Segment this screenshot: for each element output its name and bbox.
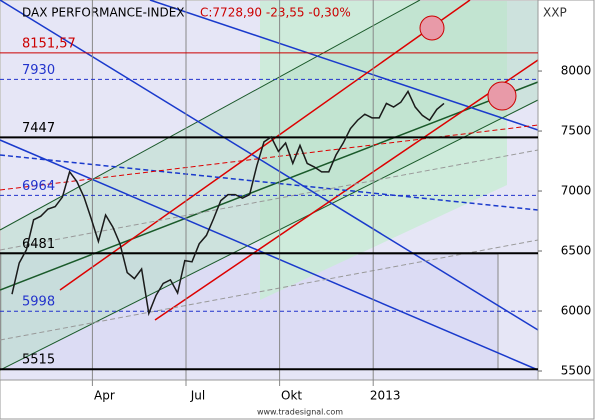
x-tick-label: 2013 — [370, 389, 401, 403]
level-label: 6964 — [22, 179, 55, 194]
level-label: 7447 — [22, 121, 55, 136]
level-label: 5998 — [22, 295, 55, 310]
y-tick-label: 8000 — [561, 64, 592, 78]
chart-title: DAX PERFORMANCE-INDEX — [22, 6, 185, 20]
quote: C:7728,90 -23,55 -0,30% — [200, 6, 351, 20]
x-tick-label: Apr — [94, 389, 115, 403]
y-tick-label: 7500 — [561, 124, 592, 138]
x-tick-label: Okt — [281, 389, 302, 403]
y-tick-label: 6500 — [561, 244, 592, 258]
price-line — [11, 89, 445, 317]
footer: www.tradesignal.com — [257, 408, 343, 417]
level-label: 8151,57 — [22, 36, 76, 51]
y-tick-label: 6000 — [561, 304, 592, 318]
level-label: 5515 — [22, 353, 55, 368]
channel-lines — [0, 0, 539, 371]
y-tick-label: 5500 — [561, 364, 592, 378]
y-tick-label: 7000 — [561, 184, 592, 198]
x-tick-label: Jul — [190, 389, 205, 403]
level-label: 6481 — [22, 237, 55, 252]
symbol: XXP — [543, 6, 567, 20]
level-label: 7930 — [22, 63, 55, 78]
